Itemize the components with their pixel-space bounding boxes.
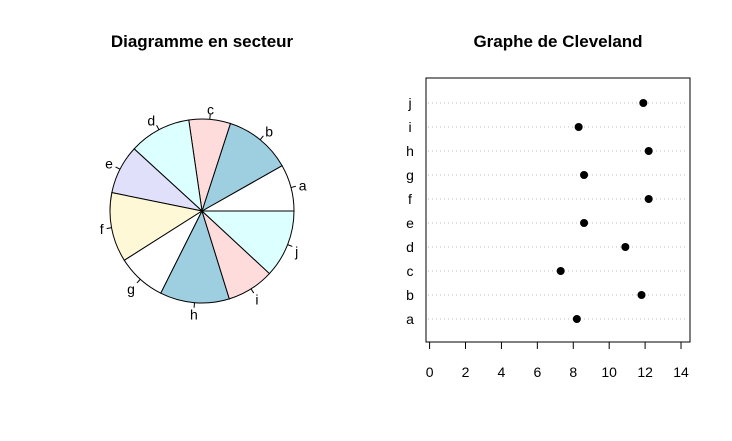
category-label-j: j	[407, 95, 411, 111]
x-tick-label-4: 4	[498, 364, 506, 380]
category-label-d: d	[406, 239, 414, 255]
pie-label-j: j	[294, 244, 298, 260]
pie-title: Diagramme en secteur	[111, 32, 294, 51]
pie-label-e: e	[105, 156, 113, 172]
pie-label-h: h	[190, 307, 198, 323]
category-label-e: e	[406, 215, 414, 231]
x-tick-label-2: 2	[462, 364, 470, 380]
pie-chart: a b c d e f g h i j	[100, 101, 307, 322]
pie-label-f: f	[100, 221, 104, 237]
category-label-c: c	[407, 263, 414, 279]
pie-label-tick-e	[115, 166, 121, 170]
data-point-d	[621, 243, 630, 251]
data-point-b	[637, 291, 646, 299]
pie-label-tick-i	[250, 288, 255, 294]
pie-label-tick-d	[156, 125, 160, 130]
data-point-j	[639, 99, 648, 107]
pie-label-tick-b	[259, 135, 264, 141]
dotchart-title: Graphe de Cleveland	[473, 32, 642, 51]
x-tick-label-0: 0	[426, 364, 434, 380]
data-point-f	[644, 195, 653, 203]
x-tick-label-14: 14	[673, 364, 689, 380]
x-tick-label-8: 8	[569, 364, 577, 380]
x-tick-label-12: 12	[637, 364, 653, 380]
pie-slice-j	[200, 210, 295, 275]
pie-slice-h	[160, 209, 230, 304]
x-tick-label-6: 6	[533, 364, 541, 380]
category-label-h: h	[406, 143, 414, 159]
pie-label-b: b	[265, 124, 273, 140]
pie-slice-f	[109, 192, 204, 261]
pie-label-a: a	[299, 178, 307, 194]
category-label-g: g	[406, 167, 414, 183]
pie-label-d: d	[147, 113, 155, 129]
category-label-a: a	[406, 311, 414, 327]
data-point-h	[644, 147, 653, 155]
pie-label-tick-g	[136, 278, 141, 284]
pie-label-g: g	[127, 281, 135, 297]
data-point-c	[556, 267, 565, 275]
pie-label-i: i	[255, 292, 258, 308]
pie-slice-b	[201, 122, 283, 213]
data-point-g	[580, 171, 589, 179]
category-label-i: i	[408, 119, 411, 135]
data-point-a	[572, 315, 581, 323]
category-label-b: b	[406, 287, 414, 303]
plot-frame	[425, 77, 691, 343]
category-label-f: f	[408, 191, 412, 207]
pie-label-c: c	[207, 101, 214, 117]
data-point-i	[574, 123, 583, 131]
data-point-e	[580, 219, 589, 227]
pie-label-tick-f	[106, 227, 112, 230]
x-tick-label-10: 10	[601, 364, 617, 380]
pie-label-tick-j	[287, 244, 293, 247]
pie-label-tick-a	[290, 185, 296, 189]
